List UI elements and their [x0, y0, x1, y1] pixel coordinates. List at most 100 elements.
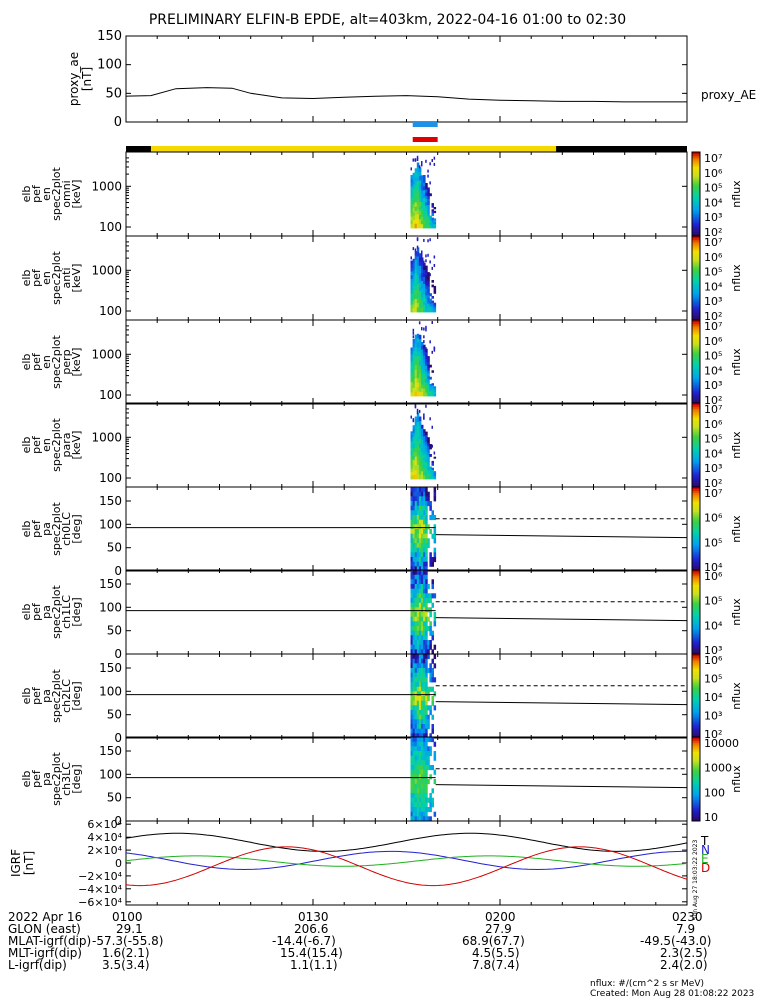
spectrogram-cell: [423, 374, 426, 379]
spectrogram-cell: [416, 574, 420, 580]
spectrogram-cell: [425, 557, 428, 563]
colorbar-segment: [692, 476, 700, 480]
spectrogram-cell: [412, 719, 416, 725]
spectrogram-cell: [414, 299, 418, 304]
spectrogram-cell: [414, 356, 418, 362]
colorbar-tick-label: 10⁷: [704, 152, 722, 165]
spectrogram-cell: [412, 491, 416, 497]
colorbar-segment: [692, 244, 700, 247]
colorbar-segment: [692, 645, 700, 649]
spectrogram-cell: [433, 705, 437, 711]
colorbar-segment: [692, 380, 700, 384]
spectrogram-cell: [425, 218, 428, 222]
colorbar-segment: [692, 814, 700, 818]
y-axis-label: ch1LC: [60, 595, 73, 629]
y-tick-label: 0: [114, 115, 122, 130]
spectrogram-cell: [418, 561, 422, 567]
spectrogram-cell: [418, 274, 422, 279]
spectrogram-cell: [429, 501, 432, 507]
panel-frame: [125, 319, 688, 405]
colorbar-segment: [692, 231, 700, 235]
colorbar-frame: [691, 736, 701, 822]
colorbar-segment: [692, 168, 700, 172]
spectrogram-cell: [412, 371, 416, 377]
time-tick-label: 0200: [485, 910, 516, 924]
colorbar-segment: [692, 238, 700, 241]
spectrogram-cell: [418, 728, 422, 734]
spectrogram-cell: [427, 367, 430, 371]
spectrogram-cell: [410, 491, 413, 497]
spectrogram-cell: [429, 225, 432, 229]
colorbar-segment: [692, 487, 700, 490]
colorbar-segment: [692, 383, 700, 386]
spectrogram-cell: [416, 621, 420, 627]
spectrogram-cell: [412, 359, 416, 364]
colorbar-segment: [692, 359, 700, 363]
spectrogram-cell: [425, 593, 428, 599]
spectrogram-cell: [425, 807, 428, 813]
spectrogram-cell: [414, 501, 418, 507]
spectrogram-cell: [431, 476, 434, 480]
spectrogram-cell: [427, 779, 430, 785]
spectrogram-cell: [425, 221, 428, 226]
spectrogram-cell: [412, 463, 416, 468]
spectrogram-cell: [425, 769, 428, 775]
colorbar-segment: [692, 816, 700, 820]
colorbar-segment: [692, 434, 700, 438]
spectrogram-cell: [431, 797, 434, 803]
spectrogram-cell: [421, 760, 424, 766]
spectrogram-cell: [416, 474, 420, 480]
spectrogram-cell: [416, 373, 420, 379]
spectrogram-cell: [418, 519, 422, 525]
spectrogram-cell: [410, 733, 413, 739]
row-label-mlt: MLT-igrf(dip): [8, 946, 82, 960]
spectrogram-cell: [421, 811, 424, 817]
colorbar-segment: [692, 411, 700, 414]
colorbar-segment: [692, 166, 700, 170]
spectrogram-cell: [414, 779, 418, 785]
spectrogram-cell: [429, 340, 431, 344]
colorbar-tick-label: 10⁴: [704, 364, 723, 377]
colorbar-segment: [692, 603, 700, 607]
spectrogram-cell: [410, 186, 413, 191]
spectrogram-cell: [423, 737, 426, 743]
colorbar-label: nflux: [730, 348, 743, 376]
spectrogram-cell: [431, 649, 434, 655]
spectrogram-cell: [421, 724, 424, 730]
spectrogram-cell: [414, 352, 418, 357]
spectrogram-cell: [429, 446, 432, 450]
spectrogram-cell: [414, 519, 418, 525]
spectrogram-cell: [416, 417, 420, 423]
spectrogram-cell: [414, 505, 418, 511]
spectrogram-cell: [421, 372, 424, 378]
spectrogram-cell: [431, 213, 434, 216]
spectrogram-cell: [427, 300, 430, 304]
spectrogram-cell: [433, 388, 437, 391]
colorbar-segment: [692, 731, 700, 735]
spectrogram-cell: [412, 391, 416, 397]
spectrogram-cell: [418, 378, 422, 384]
colorbar-segment: [692, 421, 700, 425]
spectrogram-cell: [412, 448, 416, 453]
spectrogram-cell: [423, 392, 426, 397]
spectrogram-cell: [414, 588, 418, 594]
spectrogram-cell: [421, 491, 424, 497]
spectrogram-cell: [427, 616, 430, 622]
spectrogram-cell: [425, 458, 428, 463]
spectrogram-cell: [410, 441, 413, 446]
spectrogram-cell: [410, 354, 413, 359]
spectrogram-cell: [418, 783, 422, 789]
colorbar-segment: [692, 570, 700, 573]
spectrogram-cell: [429, 260, 431, 264]
spectrogram-cell: [425, 431, 428, 436]
spectrogram-cell: [425, 649, 428, 655]
spectrogram-cell: [425, 496, 428, 502]
spectrogram-cell: [418, 788, 422, 794]
spectrogram-cell: [412, 524, 416, 530]
spectrogram-cell: [416, 382, 420, 388]
spectrogram-cell: [418, 538, 422, 544]
spectrogram-cell: [425, 630, 428, 636]
spectrogram-cell: [416, 167, 420, 173]
spectrogram-cell: [412, 367, 416, 372]
y-axis-label: [nT]: [80, 67, 94, 91]
